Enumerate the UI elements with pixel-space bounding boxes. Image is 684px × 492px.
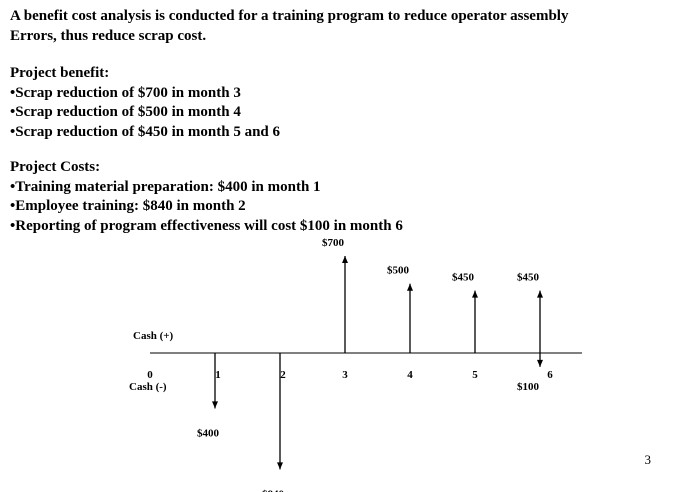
outflow-arrow-head xyxy=(537,359,543,367)
project-costs-section: Project Costs: •Training material prepar… xyxy=(10,158,403,236)
inflow-amount-label: $700 xyxy=(322,237,345,249)
outflow-arrow-head xyxy=(212,401,218,409)
benefit-item: •Scrap reduction of $500 in month 4 xyxy=(10,104,241,120)
period-label: 6 xyxy=(547,369,553,381)
outflow-arrow-head xyxy=(277,462,283,470)
inflow-arrow-head xyxy=(472,290,478,298)
slide-number: 3 xyxy=(644,452,652,467)
project-benefit-heading: Project benefit: xyxy=(10,65,110,81)
problem-statement-line-1: A benefit cost analysis is conducted for… xyxy=(10,8,569,24)
period-label: 2 xyxy=(280,369,286,381)
inflow-amount-label: $450 xyxy=(517,272,540,284)
inflow-arrow-head xyxy=(407,283,413,291)
period-label: 1 xyxy=(215,369,221,381)
cash-positive-label: Cash (+) xyxy=(133,330,174,342)
inflow-amount-label: $500 xyxy=(387,265,410,277)
cost-item: •Reporting of program effectiveness will… xyxy=(10,217,403,234)
inflow-arrow-head xyxy=(537,290,543,298)
outflow-amount-label: $840 xyxy=(262,488,285,492)
period-label: 3 xyxy=(342,369,348,381)
cash-negative-label: Cash (-) xyxy=(129,381,167,393)
inflow-amount-label: $450 xyxy=(452,272,475,284)
outflow-amount-label: $100 xyxy=(517,381,540,393)
benefit-item: •Scrap reduction of $450 in month 5 and … xyxy=(10,123,281,140)
cost-item: •Employee training: $840 in month 2 xyxy=(10,198,246,214)
cost-item: •Training material preparation: $400 in … xyxy=(10,178,321,195)
project-benefit-section: Project benefit: •Scrap reduction of $70… xyxy=(10,64,280,142)
benefit-item: •Scrap reduction of $700 in month 3 xyxy=(10,84,241,101)
outflow-amount-label: $400 xyxy=(197,427,220,439)
project-costs-heading: Project Costs: xyxy=(10,159,101,175)
period-label: 0 xyxy=(147,369,153,381)
problem-statement: A benefit cost analysis is conducted for… xyxy=(10,6,670,46)
problem-statement-line-2: Errors, thus reduce scrap cost. xyxy=(10,28,207,44)
period-label: 4 xyxy=(407,369,413,381)
period-label: 5 xyxy=(472,369,478,381)
inflow-arrow-head xyxy=(342,256,348,263)
